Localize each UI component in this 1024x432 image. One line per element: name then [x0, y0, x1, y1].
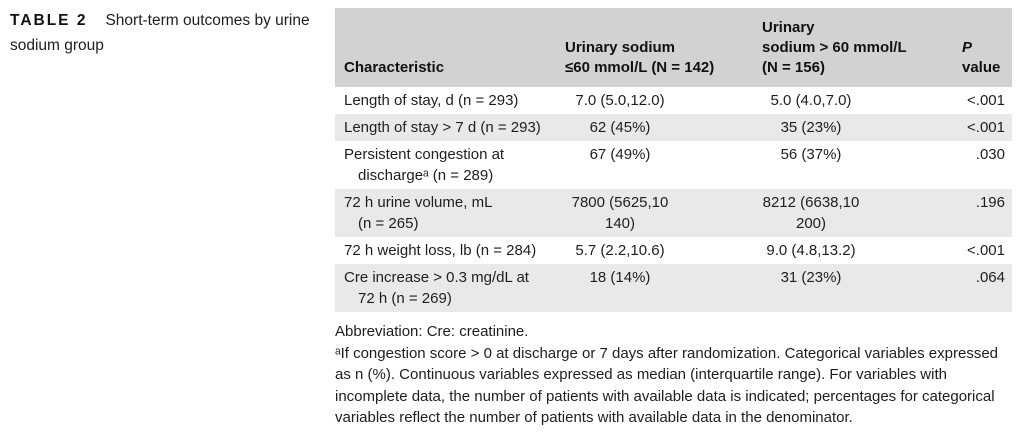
outcomes-table: Characteristic Urinary sodium ≤60 mmol/L… — [335, 8, 1012, 312]
table-row: Cre increase > 0.3 mg/dL at 72 h (n = 269… — [335, 264, 1012, 312]
header-characteristic: Characteristic — [344, 59, 445, 76]
table-row: 72 h weight loss, lb (n = 284) 5.7 (2.2,… — [335, 237, 1012, 264]
table-row: 72 h urine volume, mL (n = 265) 7800 (562… — [335, 189, 1012, 237]
table-row: Persistent congestion at dischargeᵃ (n = … — [335, 141, 1012, 189]
table-row: Length of stay > 7 d (n = 293) 62 (45%) … — [335, 114, 1012, 141]
row-value-group2: 9.0 (4.8,13.2) — [766, 242, 856, 259]
row-value-group2: 31 (23%) — [780, 269, 842, 286]
row-p-value: <.001 — [967, 242, 1005, 259]
row-characteristic: 72 h urine volume, mL (n = 265) — [344, 194, 493, 232]
abbreviation-note: Abbreviation: Cre: creatinine. — [335, 323, 529, 340]
row-value-group1: 62 (45%) — [589, 119, 651, 136]
row-p-value: .064 — [975, 269, 1005, 286]
row-value-group1: 7.0 (5.0,12.0) — [575, 92, 665, 109]
header-group-low-sodium: Urinary sodium ≤60 mmol/L (N = 142) — [565, 39, 715, 76]
row-characteristic: 72 h weight loss, lb (n = 284) — [344, 242, 537, 259]
row-p-value: .196 — [975, 194, 1005, 211]
header-row: Characteristic Urinary sodium ≤60 mmol/L… — [335, 8, 1012, 87]
table-row: Length of stay, d (n = 293) 7.0 (5.0,12.… — [335, 87, 1012, 114]
header-group-high-sodium: Urinary sodium > 60 mmol/L (N = 156) — [762, 19, 907, 76]
row-p-value: <.001 — [967, 92, 1005, 109]
table-caption: TABLE 2 Short-term outcomes by urine sodi… — [10, 8, 315, 58]
table-title: Short-term outcomes by urine sodium grou… — [10, 12, 310, 54]
row-value-group1: 5.7 (2.2,10.6) — [575, 242, 665, 259]
row-value-group1: 18 (14%) — [589, 269, 651, 286]
table-footnotes: Abbreviation: Cre: creatinine. ᵃIf conge… — [335, 321, 1017, 429]
p-symbol: P — [962, 39, 973, 56]
row-value-group2: 56 (37%) — [780, 146, 842, 163]
row-value-group2: 8212 (6638,10 200) — [762, 194, 860, 232]
row-value-group1: 7800 (5625,10 140) — [571, 194, 669, 232]
row-characteristic: Cre increase > 0.3 mg/dL at 72 h (n = 269… — [344, 269, 529, 307]
row-value-group1: 67 (49%) — [589, 146, 651, 163]
row-value-group2: 35 (23%) — [780, 119, 842, 136]
footnote-a: ᵃIf congestion score > 0 at discharge or… — [335, 344, 999, 427]
row-characteristic: Length of stay, d (n = 293) — [344, 92, 519, 109]
row-value-group2: 5.0 (4.0,7.0) — [770, 92, 852, 109]
outcomes-table-container: Characteristic Urinary sodium ≤60 mmol/L… — [335, 8, 1012, 312]
table-number-label: TABLE 2 — [10, 12, 88, 29]
row-characteristic: Length of stay > 7 d (n = 293) — [344, 119, 541, 136]
row-p-value: .030 — [975, 146, 1005, 163]
row-characteristic: Persistent congestion at dischargeᵃ (n = … — [344, 146, 505, 184]
p-value-word: value — [962, 59, 1001, 76]
row-p-value: <.001 — [967, 119, 1005, 136]
